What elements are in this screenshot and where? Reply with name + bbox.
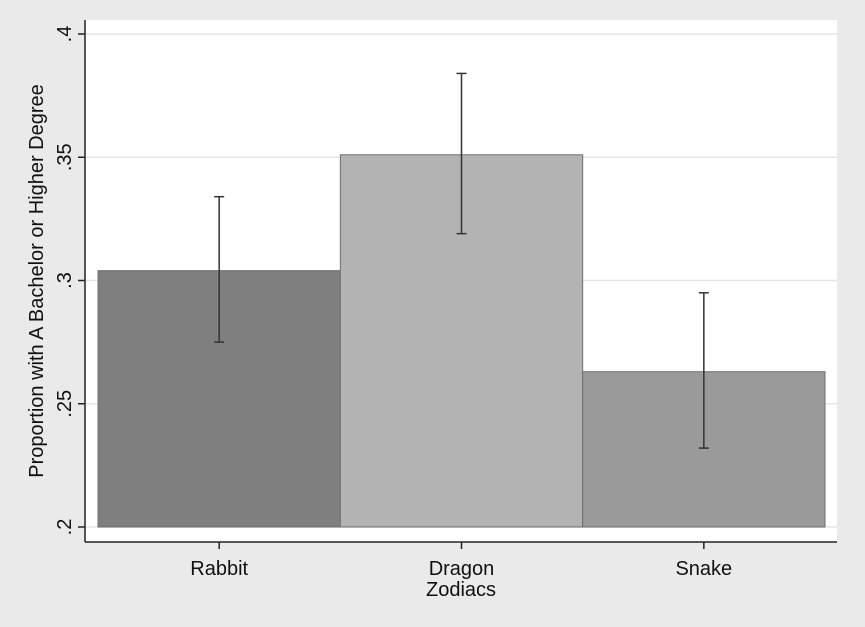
x-axis-ticks: Rabbit Dragon Snake xyxy=(190,542,732,580)
y-tick-label: .4 xyxy=(54,26,76,43)
error-bars xyxy=(214,72,709,449)
error-bar-rabbit xyxy=(214,195,225,343)
y-axis-ticks: .2 .25 .3 .35 .4 xyxy=(54,26,85,536)
y-tick-label: .3 xyxy=(54,272,76,289)
x-tick-label-dragon: Dragon xyxy=(429,558,495,580)
x-tick-label-snake: Snake xyxy=(675,558,732,580)
y-tick-label: .2 xyxy=(54,519,76,536)
y-tick-label: .25 xyxy=(54,390,76,418)
y-tick-label: .35 xyxy=(54,143,76,171)
error-bar-snake xyxy=(698,292,709,449)
x-tick-label-rabbit: Rabbit xyxy=(190,558,248,580)
error-bar-dragon xyxy=(456,72,467,235)
y-axis-title: Proportion with A Bachelor or Higher Deg… xyxy=(26,84,48,478)
x-axis-title: Zodiacs xyxy=(426,579,496,601)
